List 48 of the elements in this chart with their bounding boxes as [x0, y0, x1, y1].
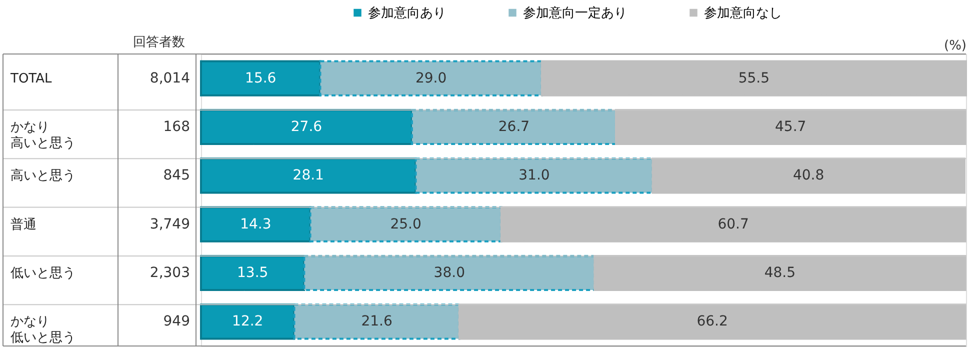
- x-axis-title: (%): [944, 38, 966, 54]
- bar: [200, 60, 322, 96]
- y-tick-label: 普通: [10, 216, 36, 232]
- data-label: 21.6: [361, 314, 392, 330]
- data-label: 31.0: [518, 168, 550, 184]
- y-tick-label: 低いと思う: [10, 266, 76, 281]
- data-label: 29.0: [415, 70, 447, 86]
- data-label: 27.6: [290, 119, 322, 135]
- bar: [200, 304, 296, 340]
- data-label: 13.5: [237, 265, 268, 281]
- y-tick-label: 高いと思う: [10, 168, 76, 184]
- data-label: 12.2: [232, 314, 264, 330]
- text: 8,014: [150, 70, 190, 86]
- data-label: 15.6: [245, 70, 276, 86]
- data-label: 45.7: [775, 119, 806, 135]
- data-label: 48.5: [764, 265, 796, 281]
- bar: [414, 158, 654, 194]
- bar: [309, 206, 502, 242]
- data-label: 40.8: [792, 168, 824, 184]
- bar: [200, 254, 306, 292]
- legend-label: 参加意向あり: [368, 6, 446, 21]
- bar: [200, 108, 413, 146]
- legend-label: 参加意向なし: [704, 6, 782, 21]
- data-label: 55.5: [738, 70, 770, 86]
- bar: [303, 254, 596, 292]
- bar: [410, 108, 617, 146]
- text: 168: [163, 119, 190, 135]
- text: 949: [163, 314, 190, 330]
- y-tick-label: かなり高いと思う: [10, 120, 76, 151]
- data-label: 14.3: [240, 216, 272, 232]
- text: 3,749: [150, 216, 190, 232]
- data-label: 28.1: [292, 168, 324, 184]
- text: 回答者数: [133, 35, 185, 50]
- bar: [319, 60, 543, 96]
- text: 845: [163, 168, 190, 184]
- bar: [200, 206, 312, 242]
- data-label: 60.7: [718, 216, 749, 232]
- bar: [293, 304, 460, 340]
- data-label: 26.7: [498, 119, 530, 135]
- data-label: 38.0: [434, 265, 465, 281]
- y-tick-label: かなり低いと思う: [10, 314, 76, 346]
- text: 2,303: [150, 265, 190, 281]
- bar: [200, 158, 417, 194]
- data-label: 25.0: [390, 216, 422, 232]
- data-label: 66.2: [696, 314, 728, 330]
- y-tick-label: TOTAL: [10, 71, 52, 86]
- bar: [540, 60, 967, 96]
- legend-label: 参加意向一定あり: [523, 6, 627, 21]
